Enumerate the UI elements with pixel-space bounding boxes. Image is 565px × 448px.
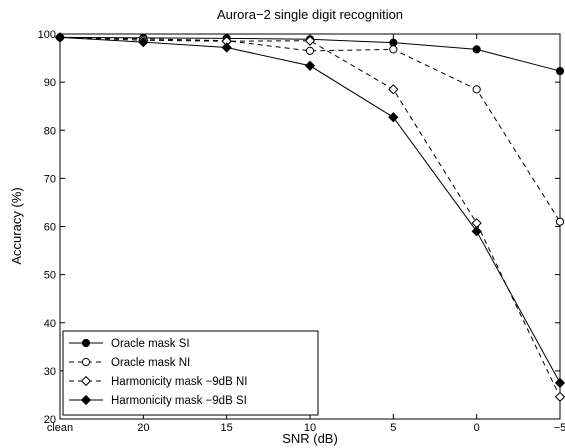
data-point bbox=[305, 46, 315, 55]
legend-label: Harmonicity mask −9dB NI bbox=[111, 376, 247, 388]
y-axis-label: Accuracy (%) bbox=[9, 187, 24, 264]
legend-marker bbox=[81, 338, 91, 348]
data-point bbox=[472, 85, 481, 94]
legend: Oracle mask SI Oracle mask NI Harmonicity … bbox=[62, 330, 319, 416]
data-point bbox=[389, 38, 398, 47]
x-tick-label: clean bbox=[47, 422, 73, 434]
x-tick-label: 10 bbox=[304, 422, 316, 434]
x-tick-label: −5 bbox=[554, 422, 565, 434]
data-point bbox=[389, 45, 398, 54]
x-tick-label: 20 bbox=[137, 422, 149, 434]
data-point bbox=[388, 84, 399, 95]
legend-marker bbox=[80, 394, 92, 406]
chart-title: Aurora−2 single digit recognition bbox=[217, 7, 403, 22]
data-point bbox=[54, 32, 66, 43]
legend-item: Oracle mask SI bbox=[69, 338, 190, 350]
legend-marker bbox=[81, 357, 91, 367]
y-tick-label: 30 bbox=[44, 366, 56, 378]
data-point bbox=[554, 377, 565, 389]
y-tick-label: 90 bbox=[44, 77, 56, 89]
legend-label: Oracle mask SI bbox=[111, 338, 190, 350]
data-point bbox=[555, 217, 565, 226]
data-point bbox=[304, 35, 316, 46]
x-tick-label: 5 bbox=[390, 422, 396, 434]
y-tick-label: 100 bbox=[38, 29, 56, 41]
legend-label: Oracle mask NI bbox=[111, 357, 190, 369]
legend-box bbox=[62, 330, 319, 416]
data-point bbox=[221, 42, 232, 53]
legend-item: Harmonicity mask −9dB SI bbox=[69, 394, 247, 407]
data-point bbox=[471, 226, 482, 237]
legend-item: Harmonicity mask −9dB NI bbox=[69, 375, 247, 388]
x-tick-label: 0 bbox=[474, 422, 480, 434]
data-point bbox=[304, 60, 316, 71]
y-tick-label: 70 bbox=[44, 173, 56, 185]
legend-item: Oracle mask NI bbox=[69, 357, 190, 369]
x-tick-label: 15 bbox=[221, 422, 233, 434]
data-point bbox=[555, 66, 565, 76]
x-axis-label: SNR (dB) bbox=[282, 431, 338, 446]
legend-label: Harmonicity mask −9dB SI bbox=[111, 395, 247, 407]
data-point bbox=[138, 37, 149, 48]
legend-marker bbox=[80, 375, 92, 387]
y-tick-label: 50 bbox=[44, 270, 56, 282]
y-tick-label: 40 bbox=[44, 318, 56, 330]
y-tick-label: 80 bbox=[44, 125, 56, 137]
data-point bbox=[472, 45, 481, 54]
y-tick-label: 60 bbox=[44, 222, 56, 234]
series-4 bbox=[54, 32, 565, 389]
y-tick-label: 20 bbox=[44, 414, 56, 426]
data-point bbox=[554, 391, 565, 402]
data-point bbox=[388, 112, 399, 123]
